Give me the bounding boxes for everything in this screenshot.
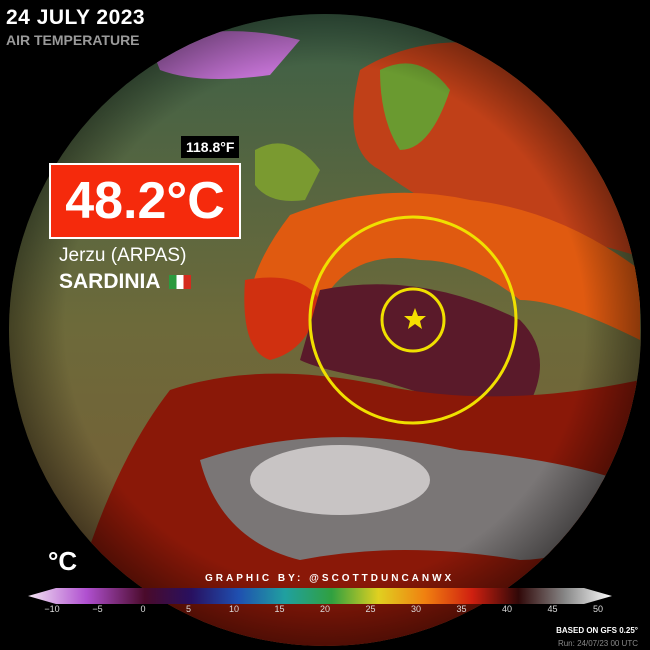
run-time: Run: 24/07/23 00 UTC	[557, 639, 638, 648]
colorbar-tick: 10	[228, 604, 240, 614]
colorbar-tick: 25	[365, 604, 376, 614]
colorbar	[28, 588, 612, 604]
colorbar-tick: 0	[140, 604, 146, 614]
colorbar-tick: 20	[319, 604, 331, 614]
colorbar-tick: 5	[185, 604, 192, 614]
colorbar-tick: −10	[44, 604, 60, 614]
colorbar-tick: 35	[456, 604, 467, 614]
colorbar-tick: −5	[92, 604, 103, 614]
station-name: Jerzu (ARPAS)	[59, 245, 187, 266]
colorbar-tick: 30	[410, 604, 422, 614]
celsius-badge: 48.2°C	[49, 163, 241, 239]
region-name: SARDINIA	[59, 270, 191, 294]
date-title: 24 JULY 2023	[6, 6, 146, 29]
colorbar-tick: 15	[274, 604, 285, 614]
inner-ring	[380, 287, 446, 353]
star-icon	[404, 308, 426, 329]
colorbar-tick: 50	[592, 604, 604, 614]
variable-subtitle: AIR TEMPERATURE	[6, 32, 140, 48]
model-note: BASED ON GFS 0.25°	[556, 626, 638, 635]
colorbar-ticks: −10 −5 0 5 10 15 20 25 30 35 40 45 50	[0, 604, 650, 618]
region-label: SARDINIA	[59, 270, 161, 293]
outer-ring	[308, 215, 518, 425]
credit-text: GRAPHIC BY: @SCOTTDUNCANWX	[205, 573, 455, 584]
italy-flag-icon	[168, 275, 191, 290]
legend-unit: °C	[48, 546, 78, 576]
fahrenheit-badge: 118.8°F	[181, 136, 240, 158]
colorbar-tick: 40	[501, 604, 513, 614]
colorbar-tick: 45	[547, 604, 558, 614]
